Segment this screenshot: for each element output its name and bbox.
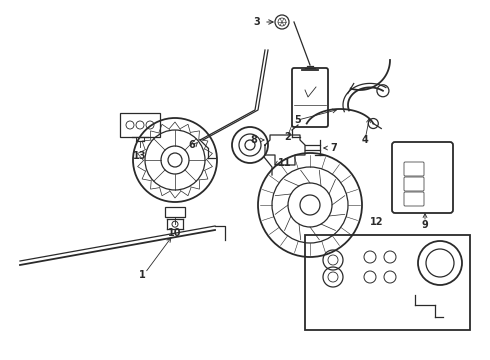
- Text: 5: 5: [294, 115, 301, 125]
- Text: 4: 4: [362, 135, 368, 145]
- Bar: [120, 113, 160, 137]
- Text: 2: 2: [285, 132, 292, 142]
- Text: 7: 7: [330, 143, 337, 153]
- Text: 6: 6: [188, 140, 195, 150]
- Text: 11: 11: [278, 158, 292, 168]
- Text: 13: 13: [133, 151, 147, 161]
- Bar: [305, 235, 470, 330]
- Text: 9: 9: [421, 220, 428, 230]
- Text: 3: 3: [253, 17, 260, 27]
- Text: 12: 12: [370, 217, 384, 227]
- Text: 8: 8: [250, 135, 257, 145]
- Bar: [165, 207, 185, 217]
- Text: 1: 1: [139, 270, 146, 280]
- Text: 10: 10: [168, 228, 182, 238]
